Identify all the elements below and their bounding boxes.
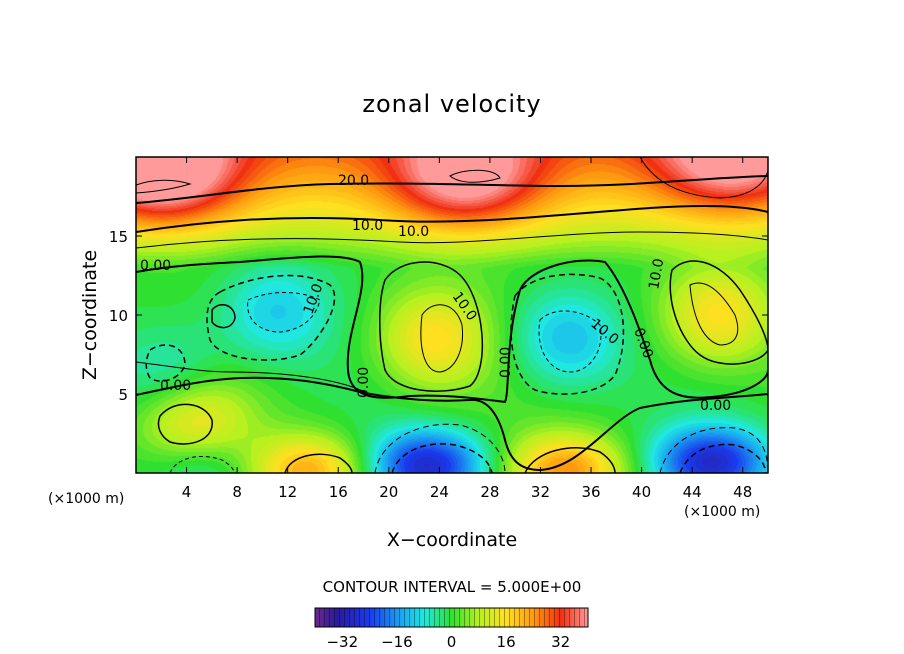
x-tick-label: 16	[329, 483, 348, 501]
y-tick-label: 10	[109, 307, 128, 325]
x-tick-label: 48	[733, 483, 752, 501]
contour-interval-text: CONTOUR INTERVAL = 5.000E+00	[323, 578, 582, 596]
x-tick-label: 20	[379, 483, 398, 501]
colorbar-segments	[315, 608, 588, 627]
colorbar-tick-label: 16	[497, 633, 516, 651]
x-tick-label: 8	[232, 483, 242, 501]
x-unit-note-right: (×1000 m)	[684, 504, 760, 520]
heatmap-field	[136, 157, 768, 473]
contour-label: 0.00	[498, 347, 514, 378]
x-tick-label: 4	[182, 483, 192, 501]
contour-label: 10.0	[352, 218, 383, 234]
x-tick-label: 36	[581, 483, 600, 501]
colorbar-tick-label: −16	[381, 633, 413, 651]
contour-lines	[136, 157, 768, 473]
y-axis-label: Z−coordinate	[79, 250, 101, 380]
contour-label: 0.00	[140, 258, 171, 274]
contour-label: 10.0	[398, 224, 429, 240]
plot-area: 20.0 10.0 0.00 10.0 10.0 0.00 10.0 0.00 …	[109, 156, 769, 501]
y-tick-label: 15	[109, 228, 128, 246]
x-tick-label: 24	[430, 483, 449, 501]
contour-label: 0.00	[356, 367, 372, 398]
colorbar-tick-label: −32	[326, 633, 358, 651]
x-tick-label: 28	[480, 483, 499, 501]
colorbar-tick-label: 0	[447, 633, 457, 651]
x-axis-label: X−coordinate	[387, 529, 517, 551]
contour-label: 10.0	[646, 257, 667, 290]
contour-label: 0.00	[700, 398, 731, 414]
x-tick-label: 12	[278, 483, 297, 501]
colorbar: −32 −16 0 16 32	[314, 607, 589, 651]
y-tick-label: 5	[118, 386, 128, 404]
x-tick-label: 44	[683, 483, 702, 501]
contour-label: 20.0	[338, 173, 369, 189]
contour-label: 0.00	[160, 378, 191, 394]
x-unit-note-left: (×1000 m)	[48, 491, 124, 507]
chart-title: zonal velocity	[362, 90, 541, 118]
x-tick-label: 32	[531, 483, 550, 501]
x-axis-ticks: 4 8 12 16 20 24 28 32 36 40 44 48	[182, 157, 752, 501]
colorbar-tick-label: 32	[551, 633, 570, 651]
x-tick-label: 40	[632, 483, 651, 501]
colorbar-ticks: −32 −16 0 16 32	[326, 633, 570, 651]
y-axis-ticks: 5 10 15	[109, 228, 768, 404]
